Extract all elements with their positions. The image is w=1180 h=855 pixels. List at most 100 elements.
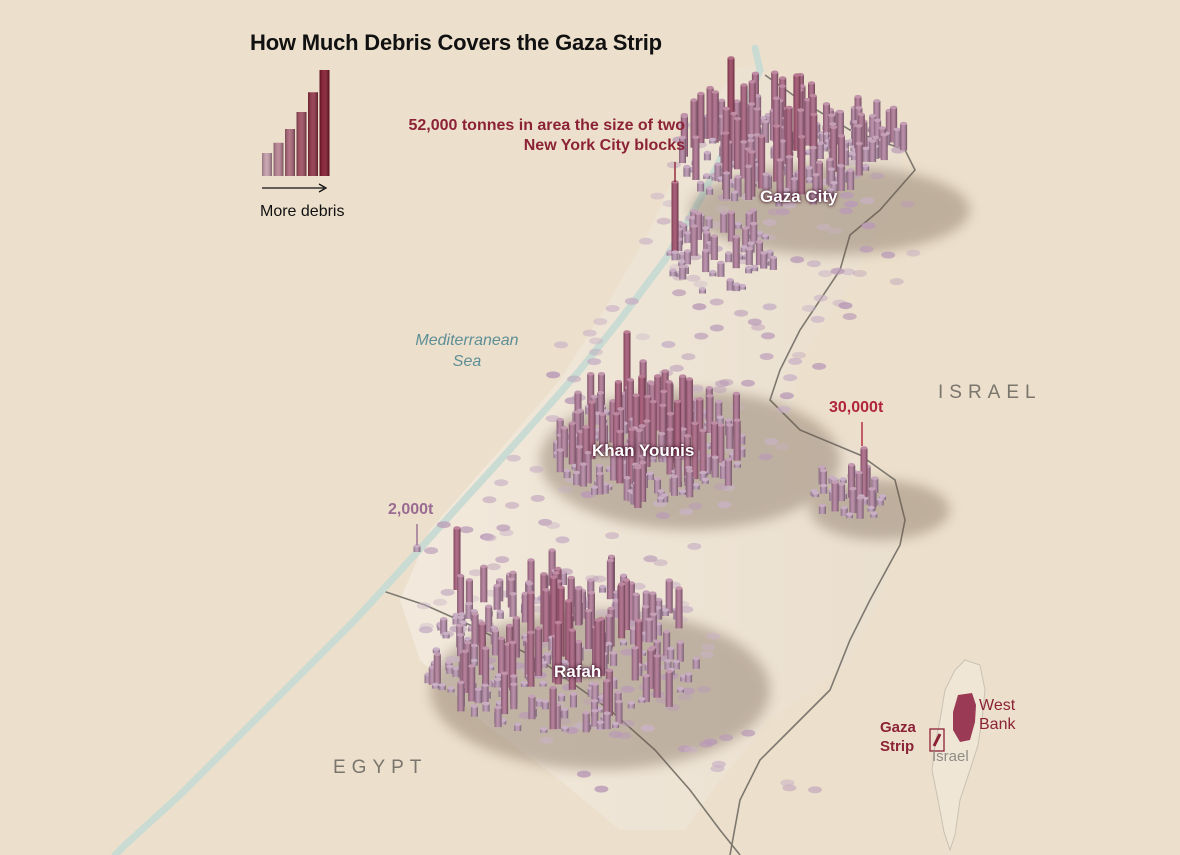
debris-bar: [585, 608, 593, 649]
debris-bar: [699, 470, 707, 481]
debris-bar-cap: [761, 233, 769, 238]
debris-bar-shade: [535, 700, 543, 707]
debris-bar-cap: [480, 564, 488, 569]
debris-tile: [816, 223, 831, 231]
debris-tile: [861, 222, 876, 230]
debris-bar-shade: [558, 695, 566, 702]
debris-bar: [514, 722, 522, 731]
debris-bar-cap: [679, 489, 687, 493]
debris-bar-shade: [632, 395, 640, 451]
debris-bar-shade: [542, 589, 550, 642]
debris-bar: [761, 233, 769, 240]
debris-bar-cap: [557, 585, 565, 590]
debris-bar-shade: [714, 164, 722, 182]
debris-tile: [761, 332, 775, 340]
debris-bar: [871, 476, 879, 493]
debris-bar-cap: [804, 97, 812, 102]
debris-bar-shade: [785, 107, 793, 171]
debris-bar-shade: [700, 411, 708, 419]
debris-tile: [741, 379, 755, 387]
debris-bar-shade: [615, 701, 623, 724]
debris-bar-shade: [494, 707, 502, 728]
debris-bar-cap: [653, 639, 661, 644]
debris-bar-cap: [457, 680, 465, 685]
debris-bar-cap: [747, 241, 755, 245]
debris-bar-shade: [496, 702, 503, 709]
debris-bar: [760, 251, 768, 269]
debris-bar-cap: [570, 692, 577, 696]
debris-tile: [812, 362, 827, 370]
debris-bar: [512, 616, 520, 658]
debris-tile: [608, 731, 623, 738]
debris-bar-shade: [738, 435, 746, 445]
debris-bar-cap: [494, 677, 502, 682]
debris-bar-cap: [622, 578, 630, 582]
debris-bar-shade: [638, 376, 646, 451]
debris-bar-cap: [714, 162, 722, 166]
debris-bar: [874, 118, 882, 142]
debris-bar: [642, 673, 650, 702]
debris-bar-cap: [762, 172, 770, 176]
legend-bar-shade: [262, 153, 272, 176]
debris-bar-shade: [862, 165, 870, 171]
debris-bar-shade: [824, 140, 832, 148]
debris-bar-cap: [806, 177, 814, 181]
debris-bar: [591, 708, 599, 727]
debris-bar-cap: [520, 681, 528, 685]
debris-bar-shade: [704, 455, 712, 475]
debris-bar-cap: [731, 190, 739, 194]
debris-bar-shade: [821, 146, 829, 152]
debris-bar-cap: [676, 640, 684, 644]
debris-bar-shade: [623, 477, 631, 501]
debris-bar-cap: [432, 647, 440, 651]
debris-bar-cap: [665, 669, 673, 674]
debris-bar-shade: [727, 180, 735, 188]
debris-bar-shade: [831, 482, 839, 512]
debris-bar-shade: [509, 593, 517, 617]
debris-bar: [575, 445, 583, 481]
debris-bar-cap: [617, 407, 625, 411]
debris-bar: [703, 173, 711, 179]
debris-bar-cap: [679, 135, 686, 140]
debris-bar-shade: [596, 465, 603, 478]
debris-bar: [755, 240, 763, 266]
debris-bar-shade: [893, 129, 901, 147]
debris-bar-cap: [751, 264, 759, 269]
debris-bar: [657, 496, 665, 503]
debris-bar-shade: [643, 421, 651, 467]
debris-bar-shade: [539, 682, 547, 687]
debris-bar-shade: [667, 648, 675, 660]
debris-bar-shade: [818, 505, 826, 514]
debris-bar: [575, 586, 582, 626]
debris-bar-shade: [568, 630, 576, 690]
debris-bar: [671, 250, 679, 261]
debris-bar-shade: [570, 694, 577, 708]
debris-bar: [699, 287, 706, 294]
debris-tile: [669, 364, 684, 372]
debris-bar-shade: [839, 479, 847, 484]
debris-bar-cap: [655, 597, 663, 602]
debris-bar-cap: [501, 671, 509, 676]
debris-bar-cap: [579, 462, 587, 467]
debris-bar-cap: [686, 469, 694, 473]
debris-bar: [612, 721, 620, 728]
debris-bar-shade: [653, 655, 661, 698]
debris-bar-shade: [701, 479, 709, 484]
debris-tile: [681, 353, 696, 361]
debris-bar-cap: [665, 380, 673, 384]
debris-bar: [806, 177, 814, 184]
debris-bar: [643, 419, 651, 467]
debris-bar-shade: [432, 684, 440, 689]
debris-bar-cap: [760, 251, 768, 255]
debris-tile: [605, 305, 620, 312]
debris-bar-cap: [591, 699, 598, 703]
debris-bar-cap: [639, 359, 647, 363]
debris-bar-shade: [452, 617, 460, 625]
debris-bar-shade: [561, 727, 569, 732]
debris-bar-cap: [628, 427, 636, 432]
debris-tile: [418, 626, 433, 634]
debris-bar-shade: [742, 228, 750, 251]
debris-bar: [605, 613, 613, 649]
debris-bar-shade: [753, 134, 761, 167]
debris-bar-cap: [669, 268, 677, 273]
